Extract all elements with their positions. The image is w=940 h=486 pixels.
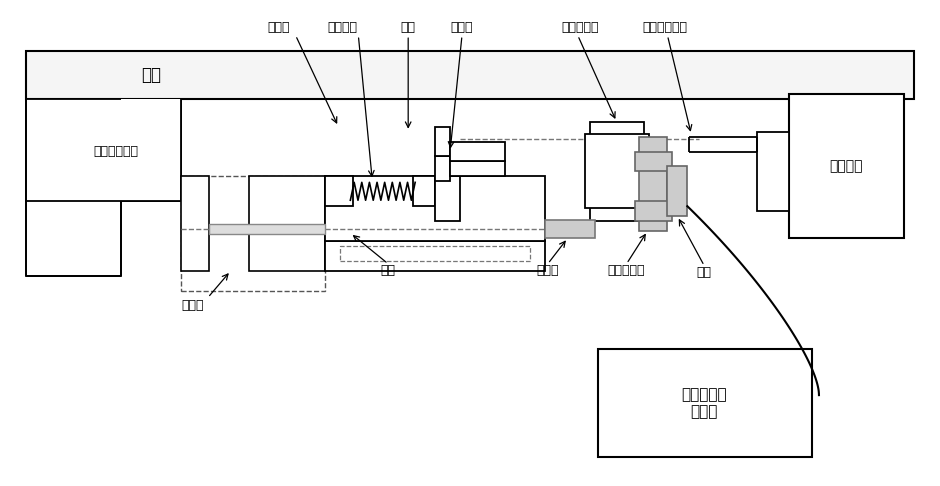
Text: 压紧弹簧: 压紧弹簧 bbox=[327, 21, 357, 34]
Text: 电磁阀: 电磁阀 bbox=[181, 299, 204, 312]
Bar bbox=[667, 166, 687, 216]
Text: 探针: 探针 bbox=[381, 264, 396, 278]
Bar bbox=[450, 161, 505, 176]
Bar bbox=[435, 127, 450, 156]
Text: 步进电机: 步进电机 bbox=[829, 159, 863, 174]
Bar bbox=[121, 99, 180, 201]
Bar bbox=[435, 156, 450, 181]
Bar bbox=[598, 349, 812, 457]
Bar bbox=[435, 176, 460, 221]
Bar bbox=[634, 152, 672, 172]
Text: 联接杆: 联接杆 bbox=[451, 21, 473, 34]
Bar bbox=[789, 94, 903, 238]
Bar bbox=[639, 137, 667, 231]
Text: 压紧块: 压紧块 bbox=[267, 21, 290, 34]
Bar bbox=[26, 99, 121, 276]
Bar bbox=[325, 241, 545, 271]
Bar bbox=[180, 176, 325, 291]
Bar bbox=[450, 141, 505, 161]
Bar bbox=[634, 201, 672, 221]
Bar bbox=[414, 176, 435, 206]
Bar bbox=[325, 176, 545, 241]
Text: 测量分析仪
显示屏: 测量分析仪 显示屏 bbox=[682, 387, 728, 419]
Bar bbox=[209, 224, 325, 234]
Text: 导轨固定架: 导轨固定架 bbox=[561, 21, 599, 34]
Bar bbox=[340, 246, 530, 261]
Text: 传感器: 传感器 bbox=[537, 264, 559, 278]
Text: 平台: 平台 bbox=[141, 66, 161, 84]
Bar bbox=[180, 176, 209, 271]
Bar bbox=[589, 122, 645, 221]
Bar bbox=[26, 51, 914, 99]
Bar bbox=[757, 132, 789, 211]
Bar bbox=[545, 220, 595, 238]
Text: 步进电机丝杆: 步进电机丝杆 bbox=[642, 21, 687, 34]
Text: 传感器支架: 传感器支架 bbox=[608, 264, 645, 278]
Bar bbox=[26, 99, 180, 201]
Bar bbox=[249, 176, 325, 271]
Text: 电磁阀固定座: 电磁阀固定座 bbox=[94, 145, 138, 158]
Text: 螺母: 螺母 bbox=[697, 266, 712, 279]
Bar bbox=[325, 176, 353, 206]
Bar bbox=[585, 134, 650, 208]
Text: 导轨: 导轨 bbox=[400, 21, 415, 34]
